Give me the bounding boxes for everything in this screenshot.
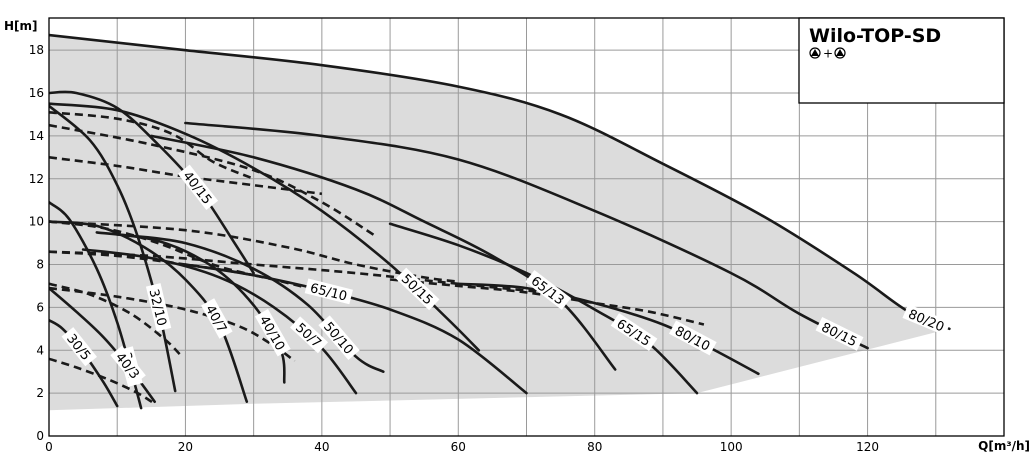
plot-frame: [48, 17, 1005, 437]
pump-curve-min-speed: [49, 357, 156, 405]
pump-curve-50-10: [115, 233, 385, 373]
pump-curve-min-speed: [49, 220, 254, 277]
curve-label-background: [254, 308, 291, 357]
x-tick-label: 60: [451, 440, 466, 454]
curve-label-background: [395, 267, 440, 311]
y-tick-label: 6: [36, 300, 44, 314]
x-tick-label: 80: [587, 440, 602, 454]
y-tick-label: 18: [29, 43, 44, 57]
title-box-frame: [798, 17, 1005, 104]
pump-curve-65-10: [184, 263, 528, 395]
pump-curve-min-speed: [389, 278, 705, 326]
curve-label-background: [110, 345, 146, 385]
y-tick-label: 12: [29, 172, 44, 186]
pump-curve-80-20: [49, 33, 951, 331]
pump-symbol-icon: [809, 47, 821, 59]
pump-curve-min-speed: [49, 123, 378, 238]
x-tick-label: 100: [720, 440, 743, 454]
curve-label-background: [61, 327, 98, 367]
pump-combination-plus: +: [823, 47, 833, 61]
y-tick-label: 8: [36, 258, 44, 272]
y-tick-label: 14: [29, 129, 44, 143]
y-axis-label: H[m]: [4, 19, 38, 33]
operating-range-area: [49, 35, 950, 411]
pump-symbol-icon: [834, 47, 846, 59]
curve-label-background: [177, 164, 219, 211]
operating-range-shade: [49, 35, 950, 411]
curve-label-background: [525, 269, 571, 310]
pump-curve-50-15: [49, 102, 481, 352]
x-tick-label: 40: [314, 440, 329, 454]
pump-curve-80-15: [184, 121, 869, 350]
x-tick-label: 20: [178, 440, 193, 454]
x-tick-label: 0: [45, 440, 53, 454]
curve-label-background: [902, 304, 951, 336]
curve-label-background: [318, 315, 360, 361]
curve-label-background: [304, 278, 353, 305]
curve-label-background: [201, 298, 233, 339]
y-tick-label: 16: [29, 86, 44, 100]
curve-label-background: [610, 313, 658, 352]
x-axis-label: Q[m³/h]: [978, 439, 1030, 453]
tick-label-layer: 0 20 40 60 80 100 120 0 2 4 6 8 10 12 14 16 18: [29, 43, 879, 454]
chart-title: Wilo-TOP-SD: [809, 25, 941, 47]
pump-curve-min-speed: [49, 111, 255, 180]
pump-curve-min-speed: [49, 220, 459, 283]
curve-label-background: [815, 316, 864, 351]
title-box: Wilo-TOP-SD +: [798, 17, 1005, 104]
x-tick-label: 120: [856, 440, 879, 454]
y-tick-label: 0: [36, 429, 44, 443]
y-tick-label: 10: [29, 215, 44, 229]
y-tick-label: 2: [36, 386, 44, 400]
curve-label-background: [289, 316, 329, 354]
curve-label-background: [145, 283, 172, 332]
y-tick-label: 4: [36, 343, 44, 357]
curve-label-background: [669, 320, 717, 356]
pump-curve-40-15: [49, 90, 255, 275]
